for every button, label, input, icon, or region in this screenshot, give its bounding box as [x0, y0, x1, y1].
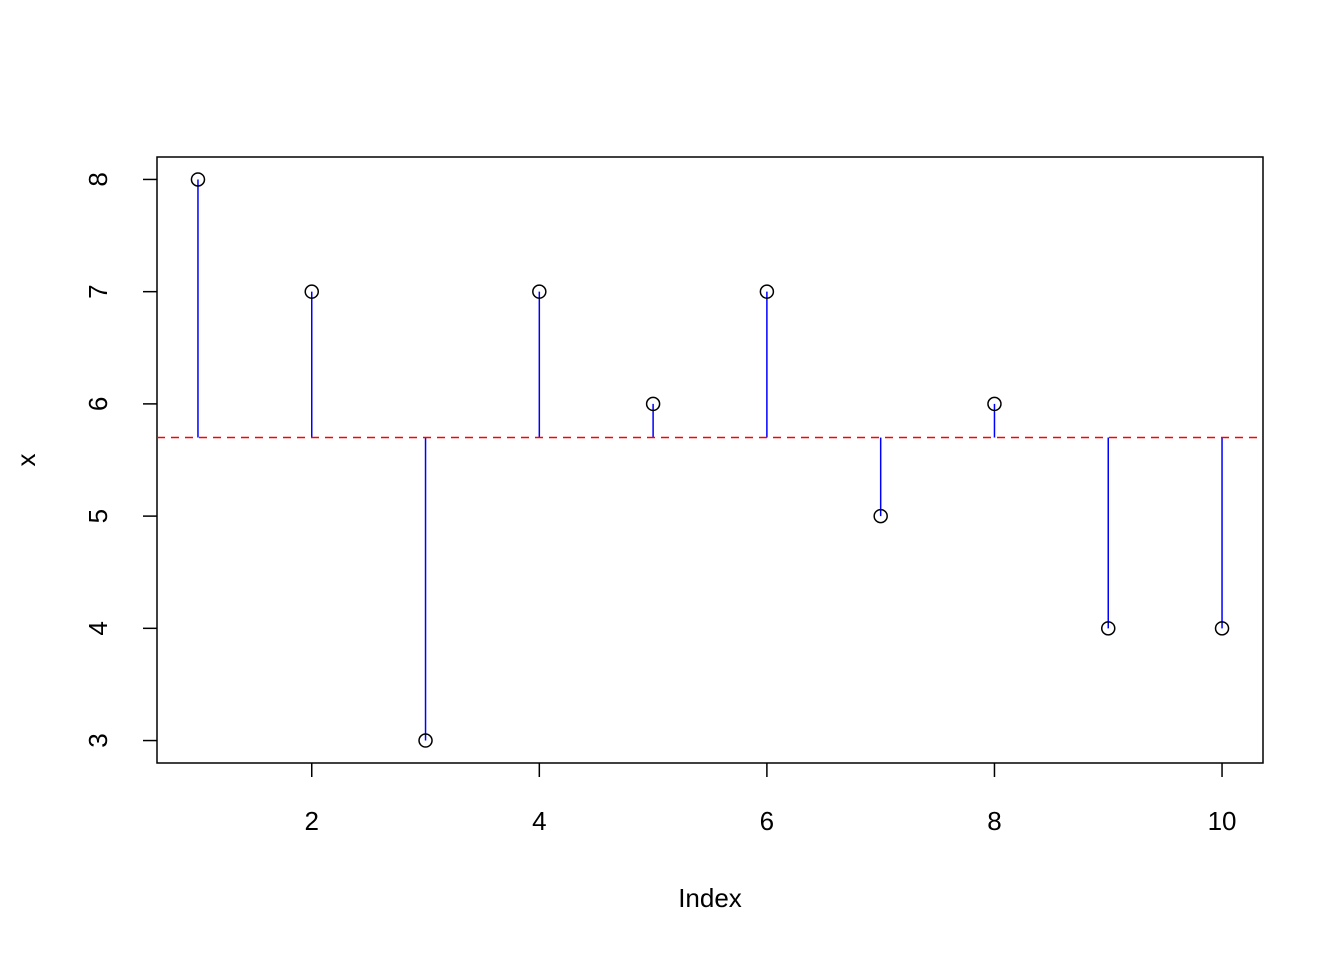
x-tick-label: 4 [532, 806, 546, 836]
point [418, 733, 433, 748]
plot-box [156, 156, 1264, 764]
point [873, 508, 888, 524]
point [645, 396, 661, 412]
point [190, 172, 206, 187]
point [304, 284, 319, 299]
x-axis-label: Index [678, 883, 742, 913]
point [987, 396, 1002, 412]
y-tick-label: 6 [83, 397, 113, 411]
y-tick-label: 7 [83, 284, 113, 298]
x-tick-label: 10 [1208, 806, 1237, 836]
y-tick-label: 4 [83, 621, 113, 635]
y-axis-label: x [11, 454, 41, 467]
point [532, 284, 547, 299]
x-tick-label: 2 [305, 806, 319, 836]
x-tick-label: 6 [760, 806, 774, 836]
point [1214, 621, 1230, 636]
point [1101, 621, 1116, 636]
x-tick-label: 8 [987, 806, 1001, 836]
point [759, 284, 775, 299]
y-tick-label: 5 [83, 509, 113, 523]
y-tick-label: 3 [83, 733, 113, 747]
y-tick-label: 8 [83, 172, 113, 186]
